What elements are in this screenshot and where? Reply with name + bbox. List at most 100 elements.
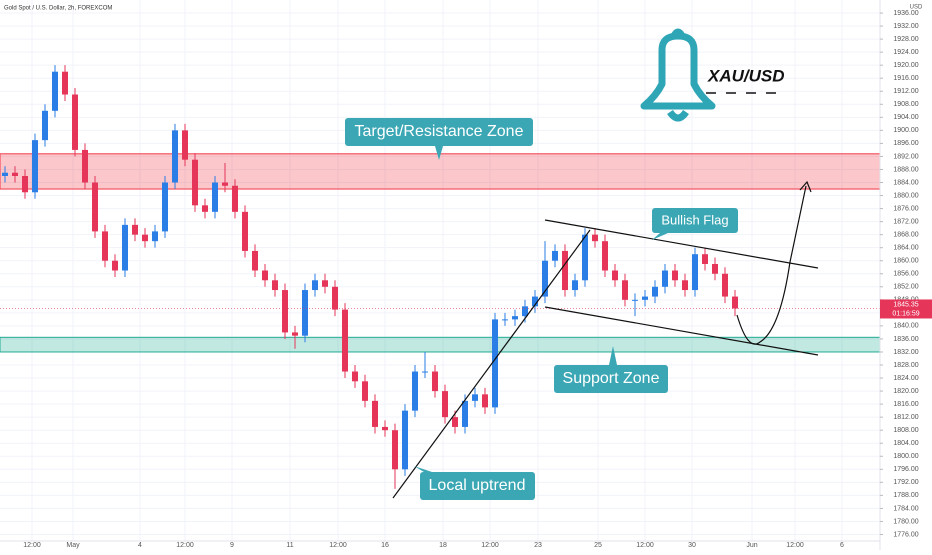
candle-body — [332, 286, 338, 310]
x-tick-label: 12:00 — [786, 542, 804, 549]
candle-body — [632, 299, 638, 301]
candle-body — [392, 430, 398, 470]
y-tick-label: 1788.00 — [893, 492, 918, 499]
candle-body — [502, 319, 508, 321]
candle-body — [72, 94, 78, 150]
candle-body — [92, 182, 98, 232]
candle-body — [722, 273, 728, 297]
candle-body — [362, 381, 368, 401]
y-tick-label: 1832.00 — [893, 349, 918, 356]
x-tick-label: 6 — [840, 542, 844, 549]
y-tick-label: 1856.00 — [893, 271, 918, 278]
y-tick-label: 1784.00 — [893, 505, 918, 512]
candle-body — [102, 231, 108, 261]
x-tick-label: 11 — [286, 542, 293, 549]
candle-body — [452, 417, 458, 427]
annotation-pointer — [435, 146, 443, 160]
candle-body — [82, 149, 88, 183]
y-tick-label: 1808.00 — [893, 427, 918, 434]
candle-body — [552, 250, 558, 261]
candle-body — [322, 280, 328, 287]
candle-body — [122, 224, 128, 271]
y-tick-label: 1928.00 — [893, 36, 918, 43]
y-tick-label: 1780.00 — [893, 518, 918, 525]
y-tick-label: 1824.00 — [893, 375, 918, 382]
candle-body — [172, 130, 178, 183]
y-tick-label: 1872.00 — [893, 218, 918, 225]
y-tick-label: 1864.00 — [893, 245, 918, 252]
candle-body — [662, 270, 668, 287]
y-tick-label: 1884.00 — [893, 179, 918, 186]
candle-body — [132, 224, 138, 235]
candle-body — [462, 400, 468, 427]
candle-body — [242, 211, 248, 251]
candle-body — [262, 270, 268, 281]
y-tick-label: 1792.00 — [893, 479, 918, 486]
flag-lower — [544, 306, 819, 356]
candle-body — [532, 296, 538, 307]
candle-body — [62, 71, 68, 95]
candle-body — [222, 182, 228, 186]
last-price-box — [880, 299, 932, 319]
y-tick-label: 1892.00 — [893, 153, 918, 160]
y-tick-label: 1840.00 — [893, 323, 918, 330]
zone — [0, 153, 881, 190]
candle-body — [252, 250, 258, 271]
candle-body — [422, 371, 428, 373]
candle-body — [442, 391, 448, 418]
candle-body — [682, 280, 688, 291]
y-tick-label: 1924.00 — [893, 49, 918, 56]
annotation-pointer — [414, 466, 432, 472]
y-tick-label: 1868.00 — [893, 231, 918, 238]
annotation: Target/Resistance Zone — [355, 123, 524, 140]
annotation-pointer — [609, 346, 617, 365]
candle-body — [702, 254, 708, 264]
candle-body — [542, 260, 548, 297]
annotation: Bullish Flag — [661, 212, 728, 227]
y-tick-label: 1852.00 — [893, 284, 918, 291]
y-tick-label: 1812.00 — [893, 414, 918, 421]
candle-body — [492, 319, 498, 408]
candle-body — [732, 296, 738, 309]
candle-body — [352, 371, 358, 382]
y-tick-label: 1896.00 — [893, 140, 918, 147]
x-tick-label: 12:00 — [636, 542, 654, 549]
candle-body — [162, 182, 168, 232]
candle-body — [582, 234, 588, 281]
x-tick-label: 4 — [138, 542, 142, 549]
trend-line — [392, 229, 591, 499]
candle-body — [602, 241, 608, 271]
x-tick-label: 12:00 — [329, 542, 347, 549]
x-tick-label: 9 — [230, 542, 234, 549]
annotation: Local uptrend — [429, 477, 526, 494]
candle-body — [312, 280, 318, 291]
annotation-box — [420, 472, 535, 500]
candle-body — [472, 394, 478, 401]
y-tick-label: 1900.00 — [893, 127, 918, 134]
y-tick-label: 1904.00 — [893, 114, 918, 121]
x-tick-label: 18 — [439, 542, 447, 549]
candle-body — [522, 306, 528, 317]
candle-body — [42, 110, 48, 141]
candle-body — [712, 263, 718, 274]
candle-body — [622, 280, 628, 300]
candle-body — [562, 250, 568, 291]
candle-body — [112, 260, 118, 271]
candle-body — [572, 280, 578, 291]
candle-body — [412, 371, 418, 411]
candle-body — [592, 234, 598, 242]
candle-body — [202, 205, 208, 212]
annotation-box — [554, 365, 668, 393]
y-tick-label: 1820.00 — [893, 388, 918, 395]
flag-upper — [544, 219, 819, 269]
candle-body — [372, 400, 378, 427]
projection-path — [736, 185, 807, 345]
x-tick-label: 23 — [534, 542, 542, 549]
x-tick-label: May — [66, 542, 80, 549]
y-tick-label: 1880.00 — [893, 192, 918, 199]
x-tick-label: Jun — [746, 542, 757, 549]
candle-body — [232, 185, 238, 212]
candle-body — [402, 410, 408, 470]
bell-icon — [640, 28, 716, 122]
annotation-box — [652, 208, 738, 233]
